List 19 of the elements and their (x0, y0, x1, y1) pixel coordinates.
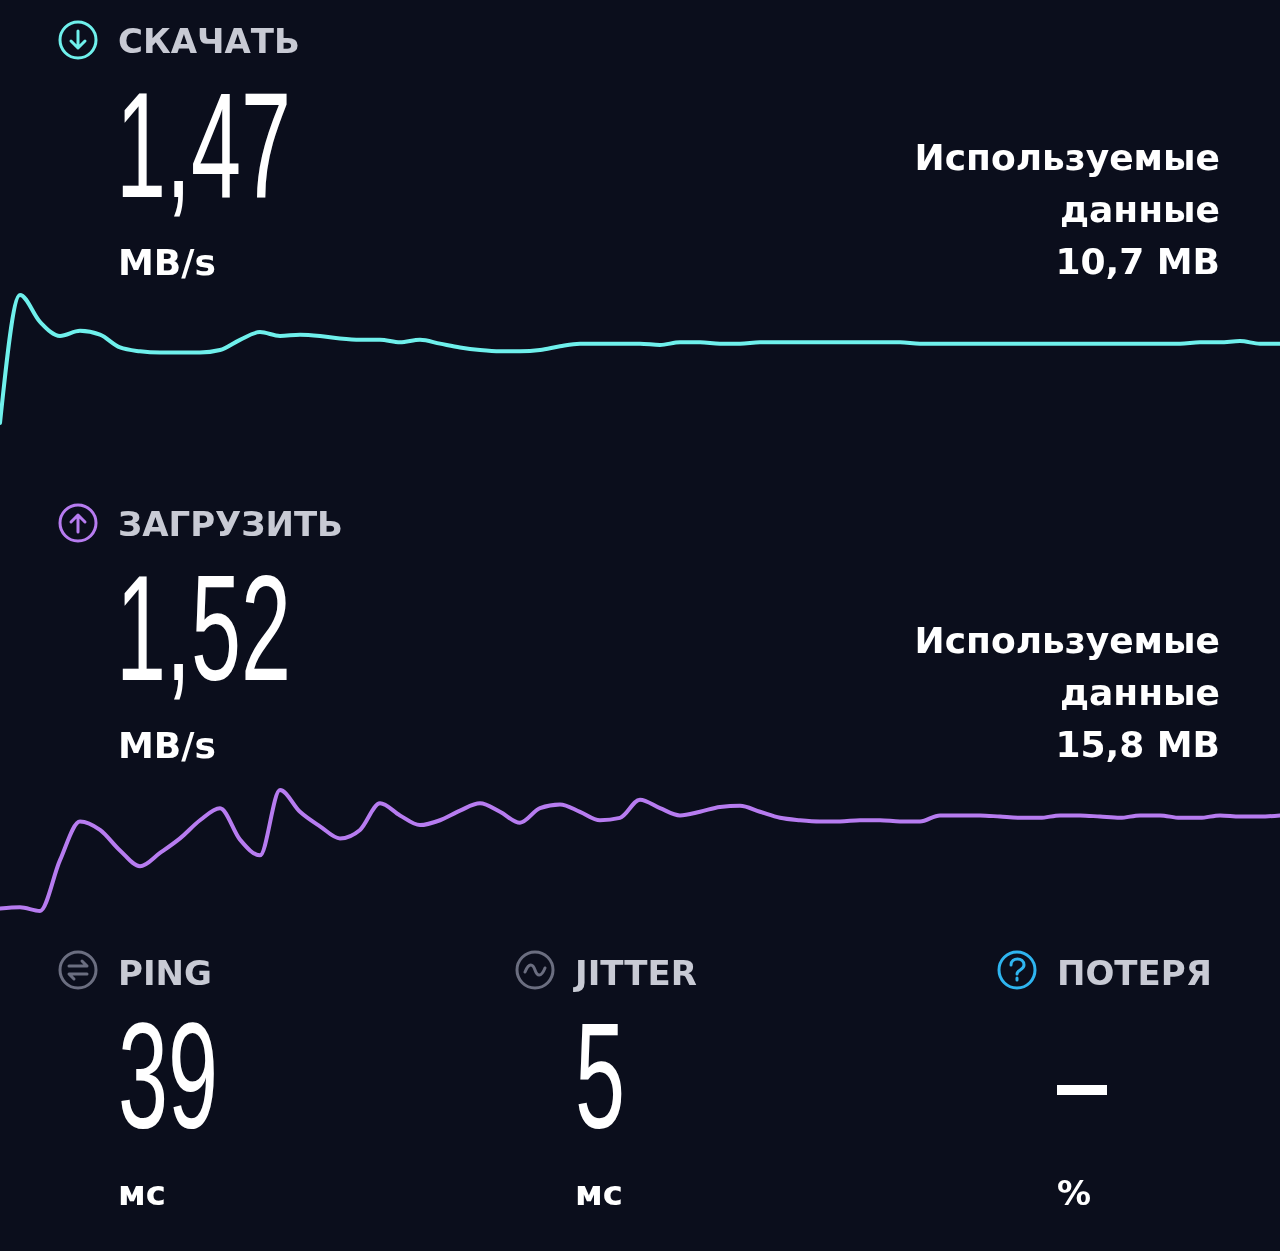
text: 39 (118, 992, 219, 1160)
text: Используемые данные (914, 137, 1220, 230)
chart-title: СКАЧАТЬ (118, 21, 300, 61)
text: мс (118, 1173, 166, 1213)
text: – (1057, 992, 1108, 1160)
text: 10,7 MB (1055, 241, 1220, 282)
text: ПОТЕРЯ (1057, 953, 1212, 993)
text: 1,47 (116, 61, 292, 229)
text: PING (118, 953, 212, 993)
text: 15,8 MB (1055, 724, 1220, 765)
text: 5 (575, 992, 626, 1160)
text: мс (575, 1173, 623, 1213)
text: JITTER (573, 953, 697, 993)
chart-title: ЗАГРУЗИТЬ (118, 504, 343, 544)
text: Используемые данные (914, 620, 1220, 713)
text: % (1057, 1173, 1092, 1213)
text: MB/s (118, 725, 216, 766)
text: 1,52 (116, 544, 292, 712)
text: MB/s (118, 242, 216, 283)
